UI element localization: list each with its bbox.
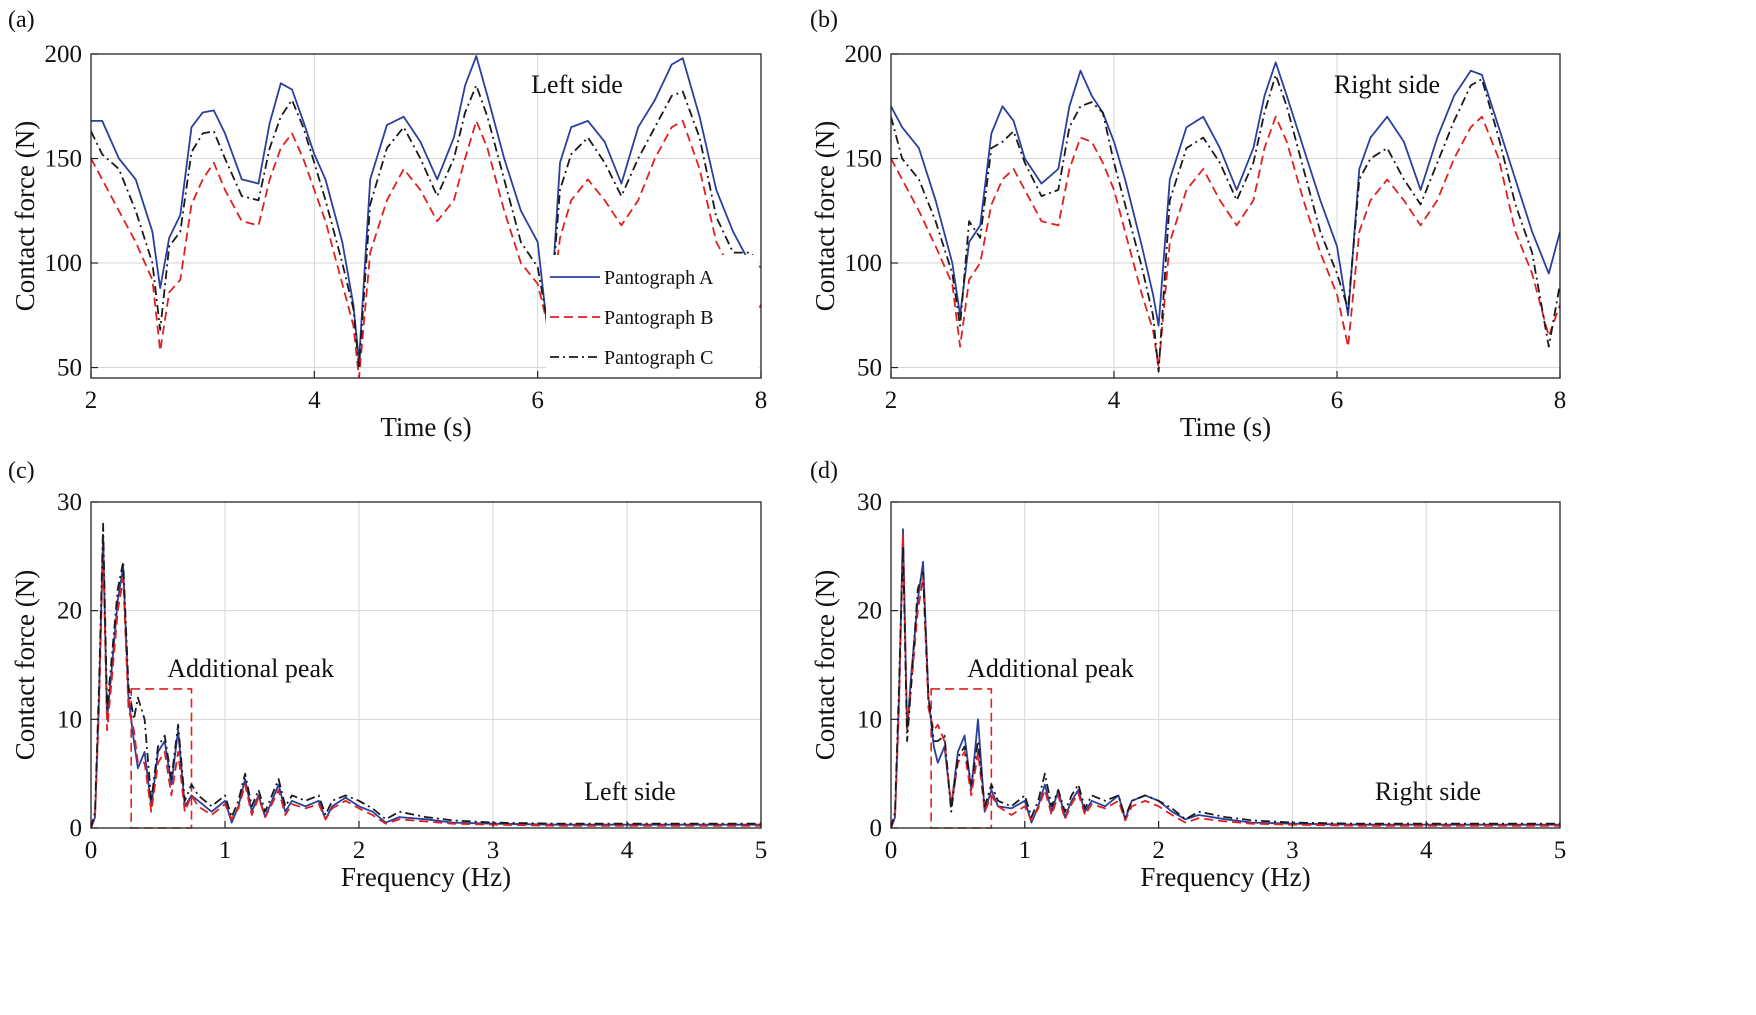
y-tick-label: 50 — [857, 355, 882, 382]
panel-label: (c) — [8, 458, 35, 484]
chart-panel-a: 2 4 6 8 50 100 150 200 Time (s) Contact force (N)… — [8, 7, 767, 442]
x-axis-label: Frequency (Hz) — [341, 862, 511, 892]
additional-peak-label: Additional peak — [167, 654, 334, 683]
x-tick-label: 3 — [487, 837, 500, 864]
x-tick-label: 4 — [1420, 837, 1433, 864]
x-tick-label: 2 — [353, 837, 366, 864]
y-tick-label: 150 — [45, 146, 83, 173]
panel-label: (a) — [8, 7, 35, 33]
x-tick-label: 8 — [755, 387, 768, 414]
series-line-pantograph-b — [891, 115, 1560, 369]
x-tick-label: 5 — [755, 837, 768, 864]
x-tick-label: 6 — [1331, 387, 1344, 414]
series-line-pantograph-b — [891, 533, 1560, 828]
panel-label: (d) — [810, 458, 838, 484]
series-line-pantograph-c — [91, 522, 761, 828]
side-annotation: Left side — [531, 70, 623, 99]
legend-entry: Pantograph A — [604, 267, 714, 289]
x-tick-label: 2 — [85, 387, 98, 414]
x-tick-label: 4 — [1108, 387, 1121, 414]
x-tick-label: 2 — [1152, 837, 1165, 864]
y-tick-label: 200 — [845, 41, 883, 68]
x-tick-label: 2 — [885, 387, 898, 414]
x-tick-label: 1 — [219, 837, 232, 864]
series-line-pantograph-c — [91, 84, 761, 369]
y-tick-label: 30 — [57, 489, 82, 516]
series-line-pantograph-a — [91, 55, 761, 363]
x-tick-label: 4 — [621, 837, 634, 864]
legend-entry: Pantograph B — [604, 307, 713, 329]
chart-panel-d: Additional peak 0 1 2 3 4 5 0 10 20 30 Frequency (H… — [810, 458, 1566, 892]
plot-frame — [890, 501, 1561, 829]
series-line-pantograph-a — [891, 528, 1560, 828]
y-axis-label: Contact force (N) — [810, 121, 840, 311]
y-tick-label: 200 — [45, 41, 83, 68]
y-axis-label: Contact force (N) — [810, 570, 840, 760]
y-tick-label: 100 — [845, 250, 883, 277]
y-axis-label: Contact force (N) — [10, 121, 40, 311]
y-tick-label: 0 — [70, 815, 83, 842]
plot-frame — [90, 501, 762, 829]
series-line-pantograph-a — [891, 61, 1560, 327]
y-tick-label: 20 — [857, 598, 882, 625]
x-tick-label: 3 — [1286, 837, 1299, 864]
series-line-pantograph-c — [891, 74, 1560, 373]
side-annotation: Right side — [1375, 777, 1481, 806]
legend-box — [546, 255, 759, 375]
legend-entry: Pantograph C — [604, 347, 713, 369]
y-tick-label: 50 — [57, 355, 82, 382]
x-axis-label: Time (s) — [380, 412, 471, 442]
x-tick-label: 6 — [531, 387, 544, 414]
x-axis-label: Frequency (Hz) — [1140, 862, 1310, 892]
additional-peak-label: Additional peak — [967, 654, 1134, 683]
x-tick-label: 5 — [1554, 837, 1567, 864]
panel-label: (b) — [810, 7, 838, 33]
side-annotation: Right side — [1334, 70, 1440, 99]
side-annotation: Left side — [584, 777, 676, 806]
y-tick-label: 10 — [57, 706, 82, 733]
plot-frame — [890, 53, 1561, 379]
chart-panel-b: 2 4 6 8 50 100 150 200 Time (s) Contact force (N)… — [810, 7, 1566, 442]
chart-panel-c: Additional peak 0 1 2 3 4 5 0 10 20 30 Frequency (H… — [8, 458, 767, 892]
series-line-pantograph-b — [91, 120, 761, 378]
plot-frame — [90, 53, 762, 379]
y-tick-label: 10 — [857, 706, 882, 733]
y-tick-label: 150 — [845, 146, 883, 173]
y-tick-label: 20 — [57, 598, 82, 625]
x-tick-label: 0 — [885, 837, 898, 864]
y-tick-label: 100 — [45, 250, 83, 277]
x-tick-label: 1 — [1019, 837, 1032, 864]
y-tick-label: 30 — [857, 489, 882, 516]
x-tick-label: 0 — [85, 837, 98, 864]
legend: Pantograph A Pantograph B Pantograph C — [546, 255, 759, 375]
x-tick-label: 8 — [1554, 387, 1567, 414]
x-tick-label: 4 — [308, 387, 321, 414]
y-axis-label: Contact force (N) — [10, 570, 40, 760]
series-line-pantograph-c — [891, 544, 1560, 828]
x-axis-label: Time (s) — [1180, 412, 1271, 442]
y-tick-label: 0 — [870, 815, 883, 842]
